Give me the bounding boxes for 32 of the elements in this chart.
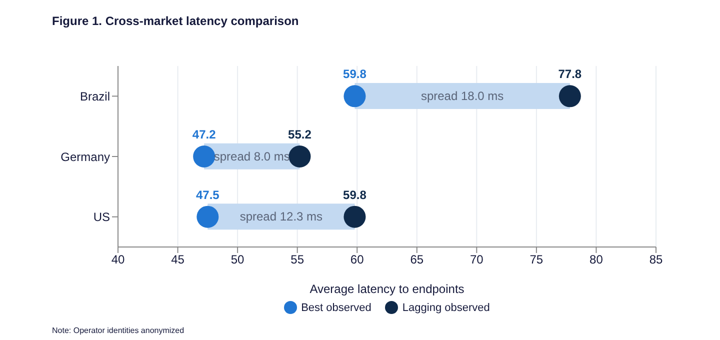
point [288,146,311,168]
x-tick-label: 80 [590,252,604,267]
data-label: 55.2 [288,128,312,142]
data-label: 77.8 [558,67,582,82]
chart-title: Figure 1. Cross-market latency comparison [52,14,299,28]
data-label: 47.5 [196,188,220,202]
x-tick-label: 65 [410,252,424,267]
data-label: 47.2 [192,128,216,142]
text: Note: Operator identities anonymized [52,326,184,335]
point [193,146,216,168]
x-axis-title: Average latency to endpoints [310,282,464,296]
point [344,85,366,108]
x-tick-label: 85 [649,252,663,267]
point [558,85,581,108]
y-tick-label: US [93,210,110,224]
x-tick-label: 55 [290,252,304,267]
y-tick-label: Brazil [80,89,110,104]
x-tick-label: 50 [230,252,245,267]
x-tick-label: 45 [171,252,185,267]
point [344,206,366,228]
y-tick-label: Germany [60,150,110,164]
x-tick-label: 75 [530,252,544,267]
data-label: 59.8 [343,67,367,82]
legend-label: Lagging observed [401,301,490,314]
x-tick-label: 70 [470,252,484,267]
legend-label: Best observed [300,301,372,314]
point [196,206,219,228]
data-label: 59.8 [343,188,367,202]
x-tick-label: 40 [111,252,125,267]
data-label: spread 18.0 ms [420,89,504,103]
data-label: spread 12.3 ms [240,210,323,224]
x-tick-label: 60 [350,252,364,267]
